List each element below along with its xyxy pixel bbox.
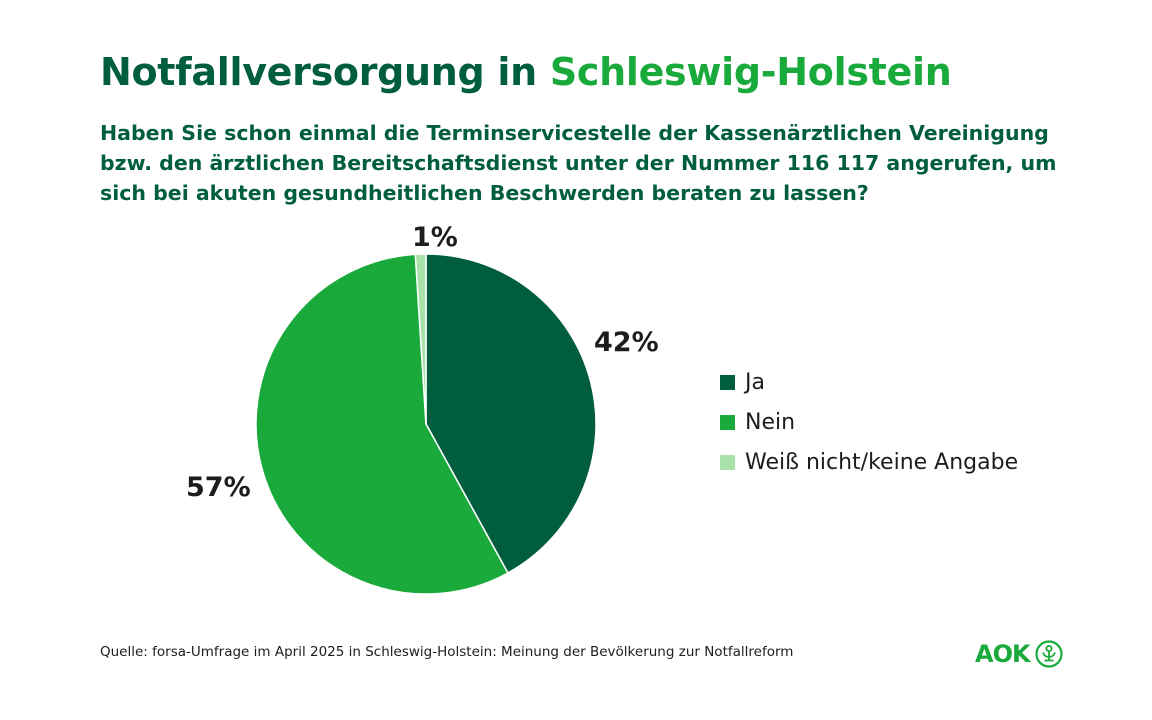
legend-swatch-ja	[720, 374, 735, 390]
slice-ja	[425, 253, 597, 574]
legend-label-nein: Nein	[745, 409, 796, 435]
legend-item-nein: Nein	[720, 402, 1018, 442]
question-line-2: bzw. den ärztlichen Bereitschaftsdienst …	[100, 151, 1057, 175]
data-label-ja: 42%	[594, 327, 659, 358]
legend: Ja Nein Weiß nicht/keine Angabe	[720, 362, 1018, 482]
title-part1: Notfallversorgung in	[100, 50, 537, 94]
aok-logo: AOK	[975, 640, 1063, 668]
legend-label-ja: Ja	[745, 369, 765, 395]
logo-text: AOK	[975, 640, 1031, 668]
aok-tree-icon	[1034, 640, 1063, 668]
question-line-1: Haben Sie schon einmal die Terminservice…	[100, 121, 1049, 145]
chart-title: Notfallversorgung in Schleswig-Holstein	[100, 50, 952, 94]
question-line-3: sich bei akuten gesundheitlichen Beschwe…	[100, 181, 869, 205]
legend-swatch-weiss-nicht	[720, 454, 735, 470]
chart-subtitle: Haben Sie schon einmal die Terminservice…	[100, 118, 1060, 208]
slice-nein	[255, 253, 509, 595]
data-label-nein: 57%	[186, 472, 251, 503]
source-note: Quelle: forsa-Umfrage im April 2025 in S…	[100, 644, 794, 660]
title-part2: Schleswig-Holstein	[549, 50, 952, 94]
legend-swatch-nein	[720, 414, 735, 430]
legend-item-ja: Ja	[720, 362, 1018, 402]
data-label-weiss-nicht: 1%	[412, 222, 458, 253]
legend-label-weiss-nicht: Weiß nicht/keine Angabe	[745, 449, 1019, 475]
legend-item-weiss-nicht: Weiß nicht/keine Angabe	[720, 442, 1018, 482]
slice-weiss-nicht	[414, 253, 427, 425]
